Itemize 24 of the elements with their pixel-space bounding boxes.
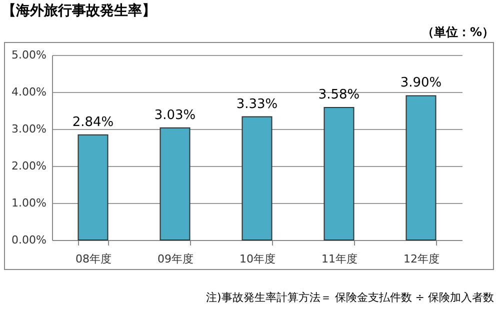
y-tick-label: 4.00% <box>12 86 46 98</box>
data-label: 3.03% <box>154 108 196 123</box>
y-tick-label: 0.00% <box>12 234 46 246</box>
y-tick-label: 5.00% <box>12 48 46 62</box>
y-tick-label: 2.00% <box>12 160 46 172</box>
x-tick-label: 12年度 <box>404 252 440 266</box>
chart-title: 【海外旅行事故発生率】 <box>2 2 156 20</box>
data-label: 2.84% <box>72 114 114 130</box>
y-tick-label: 1.00% <box>12 196 46 210</box>
x-tick-label: 10年度 <box>240 252 276 266</box>
data-label: 3.33% <box>236 96 278 112</box>
bar <box>78 134 108 240</box>
x-tick-label: 08年度 <box>76 252 112 266</box>
x-tick-label: 09年度 <box>158 252 194 266</box>
y-tick-label: 3.00% <box>12 122 46 136</box>
bar <box>406 95 436 240</box>
data-label: 3.58% <box>318 88 360 103</box>
bar <box>324 107 354 240</box>
x-tick-label: 11年度 <box>322 252 358 266</box>
bar <box>242 116 272 240</box>
text: 注)事故発生率計算方法＝ 保険金支払件数 ÷ 保険加入者数 <box>206 290 494 305</box>
bar <box>160 127 190 240</box>
data-label: 3.90% <box>400 76 442 91</box>
chart-subtitle: （単位：%） <box>422 24 494 41</box>
